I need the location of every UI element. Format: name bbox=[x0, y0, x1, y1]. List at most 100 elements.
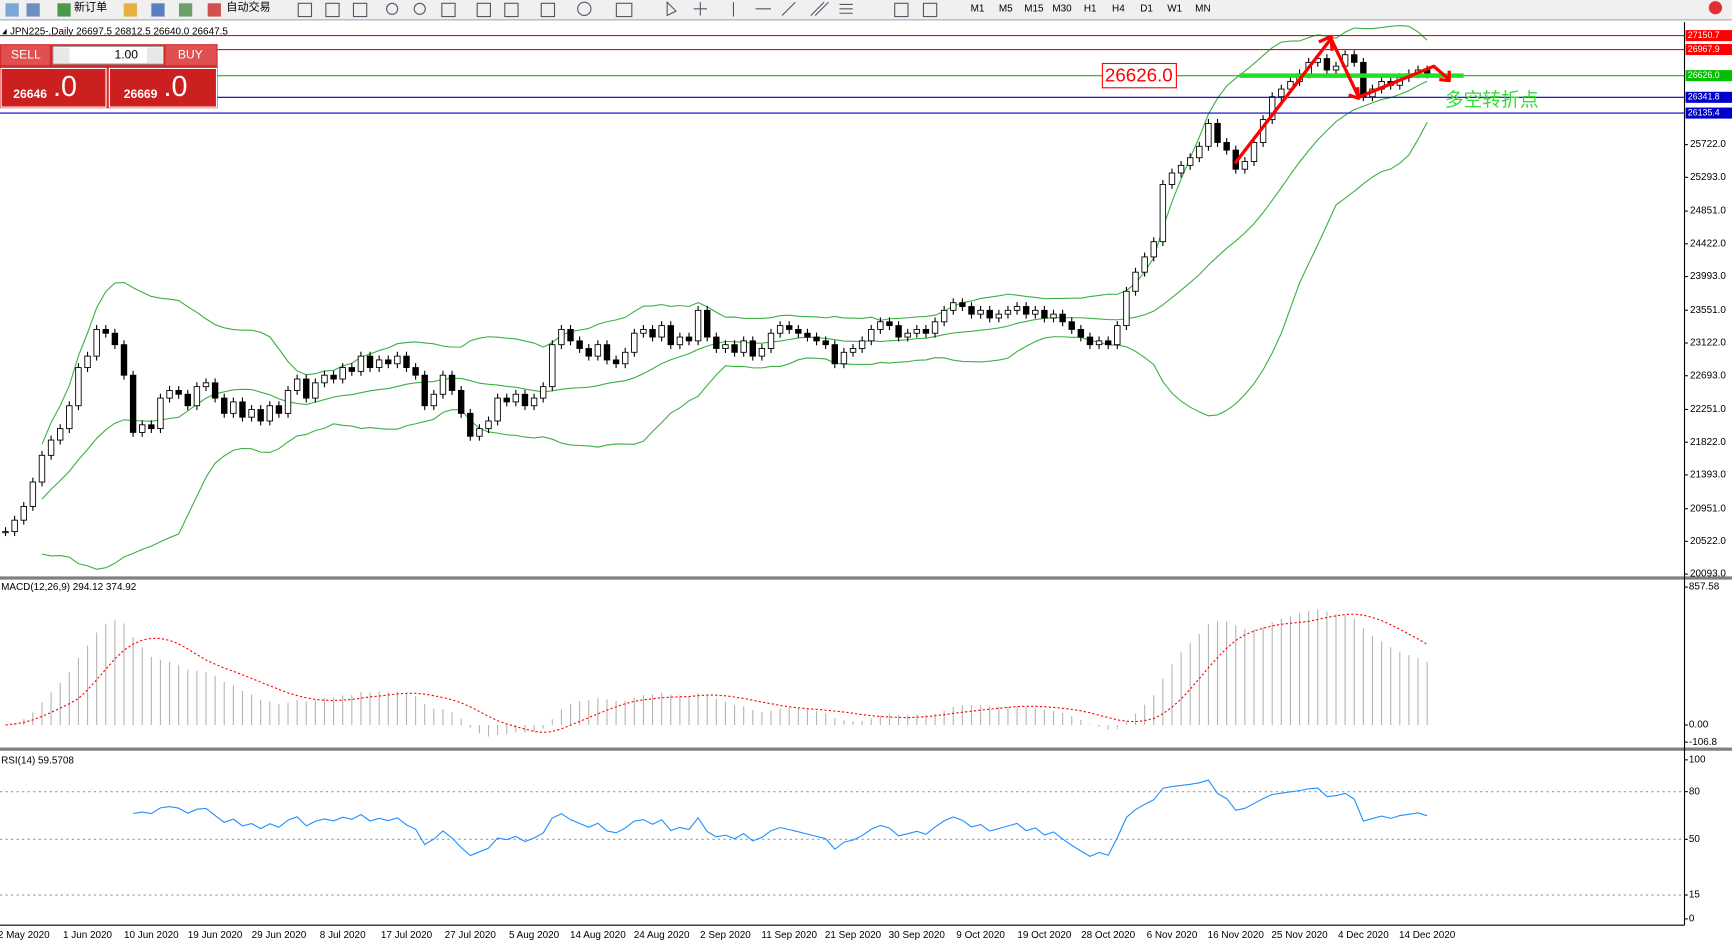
candle-body bbox=[549, 344, 556, 388]
new-order-icon[interactable] bbox=[57, 3, 71, 17]
level-label: 26341.8 bbox=[1688, 92, 1720, 102]
candle-body bbox=[1168, 172, 1176, 185]
icon[interactable] bbox=[615, 2, 633, 18]
candle-body bbox=[521, 393, 529, 407]
y-tick-label: 23122.0 bbox=[1690, 338, 1726, 349]
timeframe[interactable]: M30 bbox=[1052, 3, 1072, 14]
timeframe[interactable]: M15 bbox=[1024, 3, 1044, 14]
y-tick-label: 21393.0 bbox=[1690, 470, 1726, 481]
sell-price-frac[interactable]: .0 bbox=[53, 71, 77, 103]
icon[interactable] bbox=[352, 2, 368, 18]
toolbar-bg bbox=[0, 0, 1732, 20]
y-tick-label: 24422.0 bbox=[1690, 238, 1726, 249]
icon[interactable] bbox=[123, 3, 137, 17]
sell-price-box[interactable] bbox=[0, 67, 107, 108]
icon[interactable] bbox=[476, 2, 491, 18]
candle-body bbox=[275, 405, 283, 414]
auto-trading-icon[interactable] bbox=[207, 3, 221, 17]
level-label: 27150.7 bbox=[1688, 30, 1720, 40]
x-tick-label: 2 May 2020 bbox=[0, 930, 50, 941]
candle-body bbox=[375, 359, 383, 369]
candle-body bbox=[93, 328, 100, 357]
toolbar: 新订单 自动交易 M1 M5 M15 M30 H1 H4 D1 W1 MN bbox=[0, 0, 1732, 21]
candle-body bbox=[403, 355, 410, 369]
arrow-head bbox=[1318, 34, 1334, 51]
icon[interactable] bbox=[151, 3, 165, 17]
candle-body bbox=[740, 340, 747, 353]
timeframe[interactable]: W1 bbox=[1167, 3, 1182, 14]
candle-body bbox=[585, 348, 592, 357]
x-tick-label: 30 Sep 2020 bbox=[889, 930, 946, 941]
buy-price-box[interactable] bbox=[108, 67, 218, 108]
icon[interactable] bbox=[504, 2, 519, 18]
candle-body bbox=[193, 386, 201, 407]
candle-body bbox=[303, 378, 310, 399]
lots-value[interactable]: 1.00 bbox=[114, 47, 138, 61]
icon[interactable] bbox=[666, 0, 677, 17]
candle-body bbox=[75, 367, 82, 407]
timeframe[interactable]: D1 bbox=[1140, 3, 1153, 14]
buy-price-frac[interactable]: .0 bbox=[163, 71, 187, 103]
spin-down[interactable] bbox=[54, 47, 70, 63]
level-tag bbox=[1685, 44, 1732, 56]
candle-body bbox=[321, 374, 328, 384]
candle-body bbox=[457, 390, 465, 414]
new-order[interactable]: 新订单 bbox=[74, 0, 107, 14]
spin-up[interactable] bbox=[146, 47, 163, 63]
icon[interactable] bbox=[178, 3, 193, 17]
icon[interactable] bbox=[26, 3, 40, 17]
sell-price[interactable]: 26646 bbox=[13, 87, 47, 101]
icon[interactable] bbox=[922, 2, 938, 18]
candle-body bbox=[503, 397, 510, 403]
candle-body bbox=[29, 481, 37, 507]
level-tag bbox=[1685, 107, 1732, 119]
candle-body bbox=[968, 306, 975, 315]
candle-body bbox=[594, 344, 602, 357]
x-tick-label: 24 Aug 2020 bbox=[634, 930, 690, 941]
buy-price[interactable]: 26669 bbox=[124, 87, 158, 101]
candle-body bbox=[11, 519, 18, 533]
timeframe[interactable]: MN bbox=[1195, 3, 1210, 14]
icon[interactable] bbox=[810, 1, 829, 16]
icon[interactable] bbox=[386, 2, 399, 15]
icon[interactable] bbox=[441, 2, 456, 18]
x-tick-label: 8 Jul 2020 bbox=[320, 930, 366, 941]
icon[interactable] bbox=[540, 2, 556, 18]
buy-button[interactable] bbox=[165, 45, 217, 66]
buy-label[interactable]: BUY bbox=[178, 47, 203, 61]
icon[interactable] bbox=[577, 1, 592, 17]
candle-body bbox=[148, 424, 155, 430]
x-tick-label: 5 Aug 2020 bbox=[509, 930, 560, 941]
candle-body bbox=[66, 405, 73, 430]
icon[interactable] bbox=[839, 3, 853, 14]
x-tick-label: 28 Oct 2020 bbox=[1081, 930, 1136, 941]
notification[interactable] bbox=[1708, 1, 1723, 15]
timeframe[interactable]: M5 bbox=[999, 3, 1013, 14]
candle-body bbox=[731, 344, 738, 353]
icon[interactable] bbox=[5, 3, 19, 17]
sell-button[interactable] bbox=[1, 45, 50, 66]
auto-trading[interactable]: 自动交易 bbox=[226, 0, 270, 14]
candle-body bbox=[886, 321, 893, 327]
lots-input[interactable] bbox=[52, 45, 165, 65]
trend-arrows bbox=[1233, 34, 1451, 165]
rsi-line bbox=[133, 779, 1428, 857]
icon[interactable] bbox=[325, 2, 340, 18]
y-tick-label: 25293.0 bbox=[1690, 172, 1726, 183]
candle-body bbox=[38, 454, 46, 483]
candle-body bbox=[139, 424, 146, 433]
icon[interactable] bbox=[781, 1, 796, 16]
timeframe[interactable]: H4 bbox=[1112, 3, 1125, 14]
candle-body bbox=[649, 328, 656, 338]
timeframe[interactable]: H1 bbox=[1084, 3, 1097, 14]
candle-body bbox=[1141, 256, 1148, 273]
icon[interactable] bbox=[693, 2, 707, 16]
icon[interactable] bbox=[297, 2, 313, 18]
level-tag bbox=[1685, 91, 1732, 103]
icon[interactable] bbox=[894, 2, 909, 18]
sell-label[interactable]: SELL bbox=[11, 47, 41, 61]
icon[interactable] bbox=[413, 2, 426, 15]
y-tick-label: -106.8 bbox=[1689, 737, 1718, 748]
timeframe[interactable]: M1 bbox=[971, 3, 985, 14]
